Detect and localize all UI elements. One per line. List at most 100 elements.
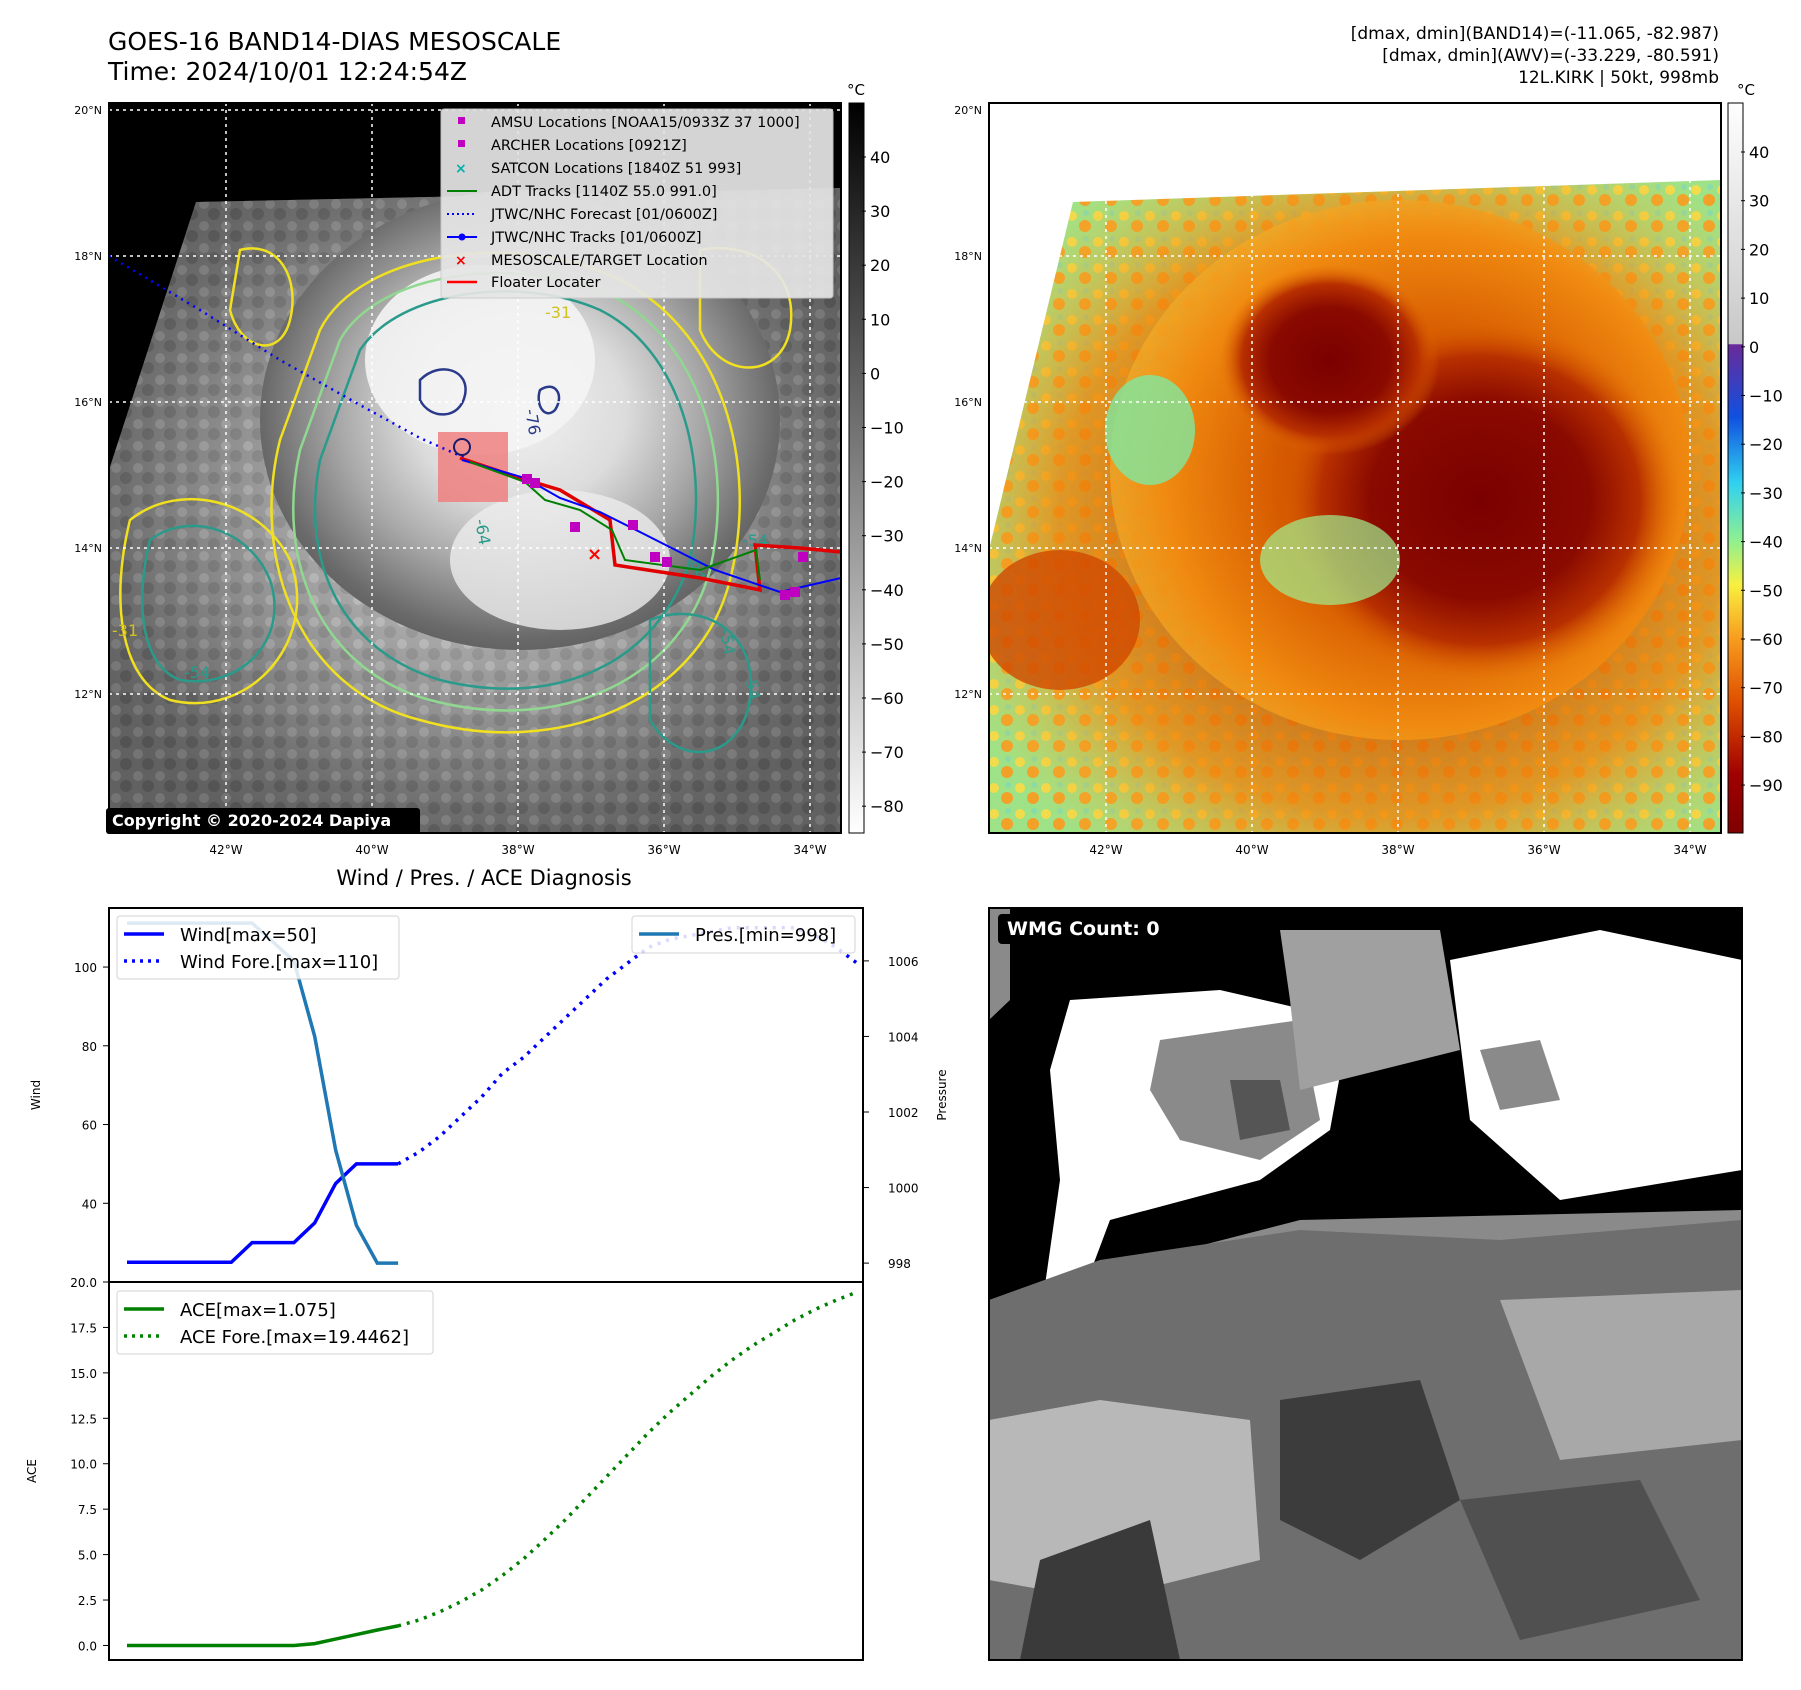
contour-label: -31 [545, 303, 571, 322]
lat-label: 16°N [954, 396, 982, 409]
wmg-panel [988, 907, 1743, 1661]
colorbar-tick: 10 [1749, 289, 1769, 308]
contour-label: -76 [521, 407, 544, 436]
lon-label: 38°W [501, 843, 534, 857]
colorbar-tick: −70 [1749, 679, 1783, 698]
contour-label: -64 [686, 552, 709, 581]
colorbar-tick: −60 [870, 689, 904, 708]
legend-pressure: Pres.[min=998] [695, 925, 836, 946]
right-colorbar-unit: °C [1737, 81, 1755, 99]
figure-title: GOES-16 BAND14-DIAS MESOSCALE [108, 27, 561, 56]
mesoscale-target-box [438, 432, 508, 502]
y-tick-label: 10.0 [70, 1458, 97, 1472]
series-wind-max-50 [127, 1162, 399, 1265]
lon-label: 40°W [355, 843, 388, 857]
pressure-axis-label: Pressure [935, 1069, 949, 1120]
y-right-tick-label: 1002 [888, 1106, 919, 1120]
wind-axis-label: Wind [29, 1080, 43, 1110]
copyright-badge [106, 808, 420, 834]
colorbar-tick: 30 [870, 202, 890, 221]
y-tick-label: 2.5 [78, 1594, 97, 1608]
archer-marker [790, 587, 800, 597]
contour-label: -64 [471, 517, 494, 546]
wind-pressure-chart: 40 60 80 100 998 1000 1002 1004 1006 Wind Pressu… [29, 907, 949, 1283]
y-tick-label: 7.5 [78, 1503, 97, 1517]
copyright-text: Copyright © 2020-2024 Dapiya [112, 811, 391, 830]
series-wind-fore-max-110 [397, 925, 859, 1166]
amsu-marker [522, 474, 532, 484]
lat-label: 20°N [954, 104, 982, 117]
lat-label: 20°N [74, 104, 102, 117]
ace-legend: ACE[max=1.075] ACE Fore.[max=19.4462] [116, 1290, 434, 1355]
colorbar-tick: 40 [1749, 143, 1769, 162]
lat-label: 18°N [74, 250, 102, 263]
lat-label: 12°N [954, 688, 982, 701]
contour-label: -54 [184, 663, 210, 682]
right-colorbar: °C 40 30 20 10 0 −10 −20 −30 −40 −50 −60 −70 −80 −90 [1727, 81, 1783, 834]
colorbar-tick: −20 [1749, 435, 1783, 454]
archer-marker [650, 552, 660, 562]
left-satellite-map: -31 -31 -54 -54 -54 -54 -64 -64 -76 [74, 102, 842, 857]
ace-chart: 0.0 2.5 5.0 7.5 10.0 12.5 15.0 17.5 20.0 ACE ACE… [25, 1276, 864, 1661]
series-ace-max-1-075 [127, 1624, 399, 1648]
archer-marker [798, 552, 808, 562]
lon-label: 38°W [1381, 843, 1414, 857]
svg-text:×: × [455, 161, 467, 177]
y-tick-label: 20.0 [70, 1276, 97, 1290]
y-right-tick-label: 998 [888, 1257, 911, 1271]
legend-archer: ARCHER Locations [0921Z] [491, 138, 687, 154]
y-tick-label: 0.0 [78, 1639, 97, 1653]
colorbar-tick: 20 [1749, 240, 1769, 259]
stats-awv: [dmax, dmin](AWV)=(-33.229, -80.591) [1382, 46, 1719, 66]
colorbar-tick: −10 [870, 419, 904, 438]
colorbar-tick: −20 [870, 473, 904, 492]
legend-jtwc-forecast: JTWC/NHC Forecast [01/0600Z] [490, 207, 717, 223]
map-legend: × × AMSU Locations [NOAA15/0933Z 37 1000… [440, 108, 834, 299]
amsu-marker [530, 478, 540, 488]
left-colorbar-unit: °C [847, 81, 865, 99]
archer-marker [570, 522, 580, 532]
svg-text:×: × [455, 253, 467, 269]
lon-label: 40°W [1235, 843, 1268, 857]
legend-amsu: AMSU Locations [NOAA15/0933Z 37 1000] [491, 115, 800, 131]
colorbar-tick: 40 [870, 148, 890, 167]
diagnosis-title: Wind / Pres. / ACE Diagnosis [336, 866, 631, 890]
lon-label: 36°W [647, 843, 680, 857]
y-tick-label: 100 [74, 961, 97, 975]
jtwc-forecast-track [108, 254, 466, 460]
lat-label: 14°N [954, 542, 982, 555]
lon-label: 42°W [1089, 843, 1122, 857]
series-ace-fore-max-19-4462 [397, 1290, 858, 1628]
y-right-tick-label: 1000 [888, 1182, 919, 1196]
colorbar-tick: −40 [1749, 533, 1783, 552]
legend-satcon: SATCON Locations [1840Z 51 993] [491, 161, 741, 177]
wind-legend: Wind[max=50] Wind Fore.[max=110] [116, 915, 400, 980]
legend-adt: ADT Tracks [1140Z 55.0 991.0] [491, 184, 717, 200]
legend-wind-forecast: Wind Fore.[max=110] [180, 952, 378, 973]
colorbar-tick: −50 [1749, 581, 1783, 600]
ace-axis-label: ACE [25, 1459, 39, 1483]
figure-time: Time: 2024/10/01 12:24:54Z [107, 57, 467, 86]
contour-label: -31 [112, 621, 138, 640]
colorbar-tick: 10 [870, 310, 890, 329]
archer-marker [662, 557, 672, 567]
lon-label: 34°W [793, 843, 826, 857]
colorbar-tick: −80 [870, 797, 904, 816]
lat-label: 18°N [954, 250, 982, 263]
y-tick-label: 80 [82, 1040, 97, 1054]
y-tick-label: 15.0 [70, 1367, 97, 1381]
archer-marker [780, 590, 790, 600]
colorbar-tick: −30 [1749, 484, 1783, 503]
colorbar-tick: 0 [870, 364, 880, 383]
y-right-tick-label: 1006 [888, 955, 919, 969]
contour-label: -54 [716, 627, 739, 656]
y-tick-label: 17.5 [70, 1321, 97, 1335]
colorbar-tick: −10 [1749, 387, 1783, 406]
storm-info: 12L.KIRK | 50kt, 998mb [1518, 68, 1719, 88]
lat-label: 12°N [74, 688, 102, 701]
y-tick-label: 40 [82, 1197, 97, 1211]
colorbar-tick: −30 [870, 527, 904, 546]
right-enhanced-map: 20°N 18°N 16°N 14°N 12°N 42°W 40°W 38°W … [954, 102, 1722, 857]
storm-center-marker [453, 438, 471, 456]
